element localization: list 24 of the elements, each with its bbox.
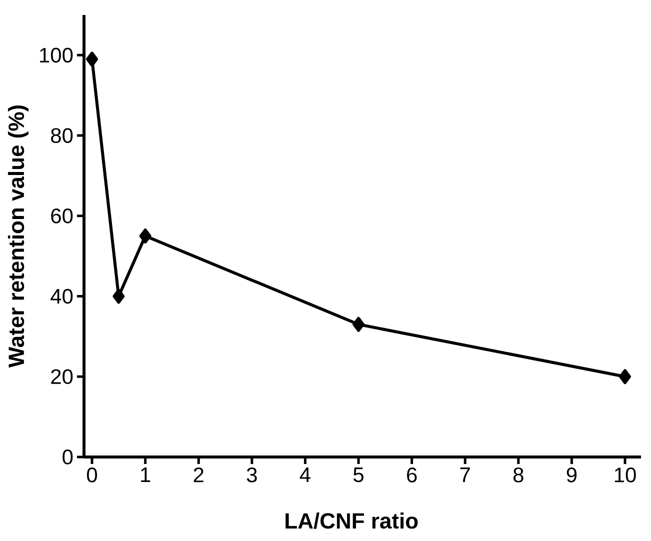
point <box>139 228 152 244</box>
y-tick-label: 60 <box>51 208 73 224</box>
point <box>86 52 98 67</box>
x-tick-label: 7 <box>460 468 470 482</box>
x-tick-label: 5 <box>354 468 364 482</box>
x-tick-label: 6 <box>407 468 417 482</box>
point <box>112 288 125 304</box>
x-tick-label: 0 <box>86 468 98 482</box>
y-tick-label: 100 <box>40 48 73 63</box>
x-tick-label: 8 <box>513 468 524 482</box>
x-tick-label: 3 <box>246 468 257 482</box>
y-tick-label: 80 <box>51 128 73 143</box>
x-tick-label: 1 <box>141 468 150 482</box>
x-tick-label: 9 <box>566 468 577 482</box>
y-axis-title: Water retention value (%) <box>8 106 28 368</box>
x-axis-title: LA/CNF ratio <box>286 512 418 529</box>
x-tick-label: 2 <box>194 468 204 482</box>
x-tick-label: 4 <box>300 468 310 482</box>
point <box>352 316 365 332</box>
y-tick-label: 20 <box>51 369 73 384</box>
x-tick-label: 10 <box>614 468 636 482</box>
point <box>619 369 632 384</box>
y-tick-label: 40 <box>50 288 73 304</box>
y-tick-label: 0 <box>62 450 73 464</box>
